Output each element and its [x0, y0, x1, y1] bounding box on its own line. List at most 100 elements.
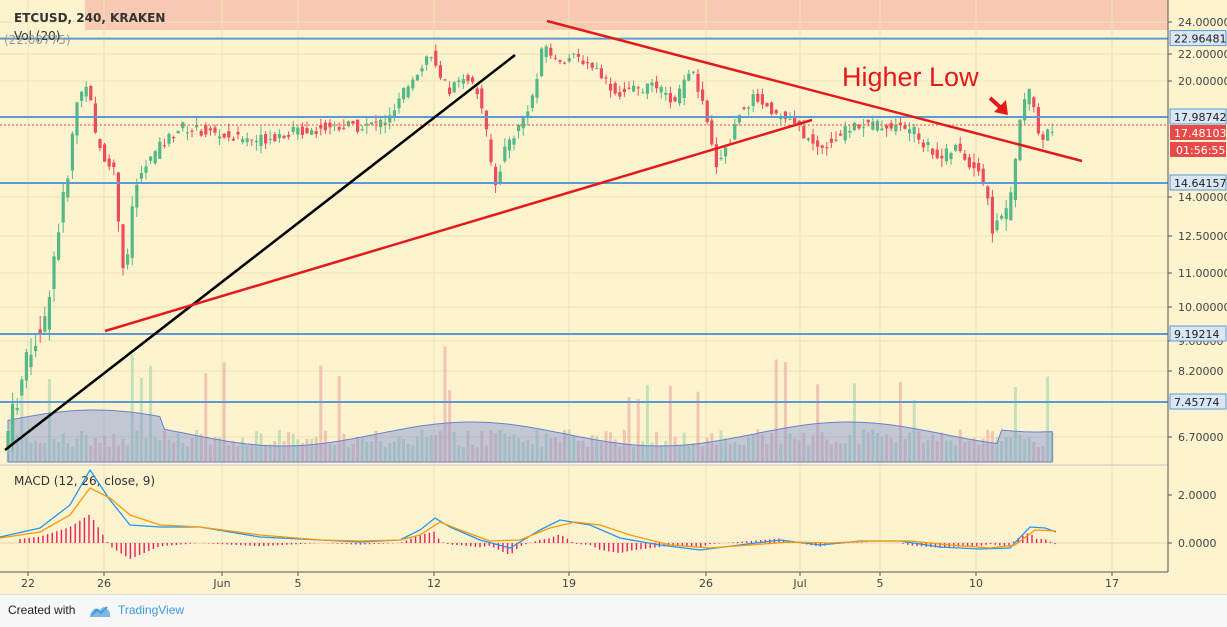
volume-bar [89, 445, 93, 462]
volume-bar [245, 445, 249, 462]
volume-bar [963, 442, 967, 462]
volume-bar [337, 375, 341, 462]
volume-bar [328, 443, 332, 462]
volume-bar [944, 440, 948, 462]
candle-body [645, 83, 649, 94]
time-tick-labels: 22 26 Jun 5 12 19 26 Jul 5 10 17 [21, 572, 1119, 590]
candle-body [705, 100, 709, 123]
volume-bar [921, 442, 925, 462]
volume-bar [457, 445, 461, 462]
candle-body [337, 126, 341, 130]
candle-body [6, 430, 10, 450]
candle-body [737, 114, 741, 123]
volume-bar [415, 436, 419, 462]
candle-body [356, 119, 360, 132]
horizontal-levels [0, 37, 1168, 403]
candle-body [66, 178, 70, 198]
candle-body [990, 196, 994, 234]
time-axis[interactable]: 22 26 Jun 5 12 19 26 Jul 5 10 17 [0, 571, 1168, 590]
volume-bar [218, 437, 222, 462]
volume-bar [222, 362, 226, 462]
candle-body [949, 153, 953, 160]
candle-body [300, 126, 304, 135]
candle-body [484, 110, 488, 130]
volume-bar [549, 438, 553, 462]
macd-label: MACD (12, 26, close, 9) [14, 474, 155, 488]
candle-body [103, 144, 107, 162]
candle-body [650, 82, 654, 86]
volume-bar [103, 435, 107, 462]
candle-body [751, 94, 755, 106]
candle-body [963, 153, 967, 160]
candle-body [733, 124, 737, 140]
level-label-bg [1169, 174, 1227, 191]
candle-body [535, 79, 539, 98]
candle-body [696, 73, 700, 92]
candle-body [885, 125, 889, 129]
volume-bar [379, 440, 383, 462]
candle-body [880, 128, 884, 131]
time-tick-label: 12 [427, 577, 441, 590]
volume-bar [38, 442, 42, 462]
volume-bar [231, 440, 235, 462]
volume-bar [613, 439, 617, 462]
candle-body [618, 92, 622, 97]
price-chart[interactable]: Higher Low ETCUSD, 240, KRAKEN Vol (20) … [0, 0, 1227, 594]
volume-bar [710, 433, 714, 462]
macd-line [0, 468, 1057, 551]
volume-moving-average [7, 409, 1053, 463]
level-label-bg [1169, 325, 1227, 342]
candle-body [236, 131, 240, 135]
volume-bar [544, 433, 548, 462]
candle-body [199, 130, 203, 136]
macd-tick-label: 0.0000 [1178, 537, 1217, 550]
candle-body [425, 56, 429, 65]
candle-body [139, 173, 143, 179]
price-axis[interactable]: 24.00000 22.00000 20.00000 14.00000 12.50000… [1167, 0, 1227, 572]
candle-body [632, 85, 636, 92]
candle-body [544, 46, 548, 58]
volume-bars [6, 346, 1054, 462]
candle-body [222, 133, 226, 138]
price-tick-label: 24.00000 [1178, 16, 1227, 29]
volume-bar [618, 446, 622, 462]
volume-bar [314, 437, 318, 462]
candle-body [825, 147, 829, 149]
volume-bar [1046, 376, 1050, 462]
volume-bar [434, 435, 438, 462]
candle-body [369, 122, 373, 125]
candle-body [181, 122, 185, 129]
candle-body [816, 140, 820, 147]
volume-bar [61, 433, 65, 462]
level-label: 14.64157 [1174, 177, 1227, 190]
time-tick-label: 26 [699, 577, 713, 590]
candle-body [760, 94, 764, 105]
candle-body [466, 75, 470, 81]
candle-body [135, 184, 139, 208]
candle-body [245, 138, 249, 143]
time-tick-label: 10 [969, 577, 983, 590]
volume-bar [595, 435, 599, 462]
candle-body [185, 132, 189, 134]
volume-bar [875, 432, 879, 462]
candle-body [57, 232, 61, 260]
last-price-label: 17.48103 [1170, 125, 1227, 140]
volume-bar [990, 431, 994, 462]
price-tick-label: 10.00000 [1178, 301, 1227, 314]
candle-body [954, 144, 958, 151]
volume-bar [356, 436, 360, 462]
tradingview-link[interactable]: TradingView [118, 603, 185, 617]
candle-body [921, 142, 925, 148]
signal-line [0, 487, 1057, 549]
candle-body [917, 133, 921, 140]
macd-pane: MACD (12, 26, close, 9) [0, 468, 1168, 559]
volume-bar [632, 446, 636, 462]
chart-background [0, 0, 1227, 594]
volume-bar [190, 438, 194, 462]
candle-body [277, 134, 281, 139]
candle-body [507, 139, 511, 151]
candle-body [774, 110, 778, 114]
candle-body [558, 60, 562, 62]
volume-bar [130, 354, 134, 462]
candle-body [383, 122, 387, 125]
